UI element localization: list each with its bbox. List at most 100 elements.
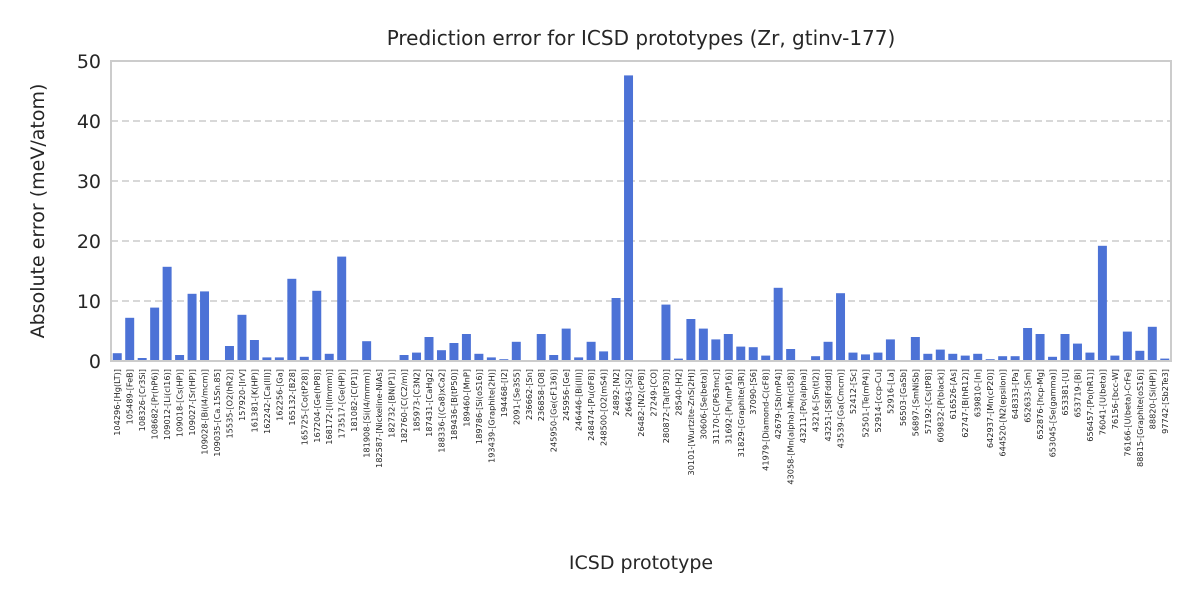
x-tick-label: 642937-[Mn(cP20)] xyxy=(985,369,995,448)
y-tick-label: 10 xyxy=(77,291,101,313)
bar xyxy=(274,357,284,361)
x-tick-label: 656457-[Po(hR1)] xyxy=(1085,369,1095,442)
x-tick-label: 182732-[BN(P1)] xyxy=(387,369,397,438)
bar xyxy=(723,334,733,361)
x-tick-label: 15535-[O2(hR2)] xyxy=(224,369,234,439)
y-axis-label: Absolute error (meV/atom) xyxy=(27,84,49,339)
x-tick-label: 43539-[Ga(Cmcm)] xyxy=(836,369,846,448)
x-tick-label: 105489-[FeB] xyxy=(125,369,135,425)
bar xyxy=(1072,343,1082,361)
x-tick-label: 52914-[ccp-Cu] xyxy=(873,369,883,432)
y-ticks: 0 10 20 30 40 50 xyxy=(77,51,101,373)
y-tick-label: 50 xyxy=(77,51,101,73)
x-tick-label: 52916-[La] xyxy=(885,369,895,414)
bar xyxy=(711,339,721,361)
x-tick-label: 652633-[Sm] xyxy=(1023,369,1033,423)
bar xyxy=(412,352,422,361)
x-tick-label: 161381-[K(HP)] xyxy=(249,369,259,432)
bar xyxy=(1097,245,1107,361)
bar xyxy=(960,355,970,361)
bar xyxy=(1135,350,1145,361)
x-tick-label: 2091-[Se3S5] xyxy=(511,369,521,425)
bar xyxy=(112,353,122,361)
bar xyxy=(1048,356,1058,361)
x-tick-label: 109018-[Cs(HP)] xyxy=(175,369,185,437)
bar xyxy=(224,346,234,361)
bar xyxy=(736,346,746,361)
bar xyxy=(137,358,147,361)
bar xyxy=(150,307,160,361)
x-tick-label: 56503-[GaSb] xyxy=(898,369,908,426)
bar xyxy=(1060,334,1070,361)
bar xyxy=(848,352,858,361)
x-tick-label: 181908-[Si(I4/mmm)] xyxy=(362,369,372,458)
x-tick-label: 42679-[Sb(mP4)] xyxy=(773,369,783,439)
x-tick-label: 168172-[I(Immm)] xyxy=(324,369,334,445)
x-tick-label: 185973-[C3N2] xyxy=(412,369,422,432)
x-tick-label: 30606-[Se(beta)] xyxy=(698,369,708,439)
bar xyxy=(486,357,496,361)
x-tick-label: 653381-[U] xyxy=(1060,369,1070,416)
y-tick-label: 0 xyxy=(89,351,101,373)
x-tick-label: 165132-[B28] xyxy=(287,369,297,426)
bar xyxy=(673,358,683,361)
bar xyxy=(125,317,135,361)
bar xyxy=(586,341,596,361)
x-tick-label: 194468-[I2] xyxy=(499,369,509,417)
bar xyxy=(761,355,771,361)
x-tick-label: 109028-[Bi(I4/mcm)] xyxy=(200,369,210,455)
x-tick-label: 28540-[H2] xyxy=(673,369,683,416)
x-tick-label: 248474-[Pu(oF8)] xyxy=(586,369,596,441)
x-tick-label: 57192-[Cs(tP8)] xyxy=(923,369,933,434)
bar xyxy=(287,278,297,361)
x-tick-label: 31692-[Pu(mP16)] xyxy=(723,369,733,444)
x-tick-label: 43251-[S8(Fddd)] xyxy=(823,369,833,441)
x-tick-label: 88815-[Graphite(oS16)] xyxy=(1135,369,1145,467)
bar xyxy=(299,356,309,361)
x-tick-label: 648333-[Pa] xyxy=(1010,369,1020,419)
x-tick-label: 162256-[Ga] xyxy=(274,369,284,421)
bar xyxy=(1023,328,1033,361)
y-tick-label: 20 xyxy=(77,231,101,253)
bar xyxy=(910,337,920,361)
bar xyxy=(574,357,584,361)
x-tick-label: 26482-[N2(cP8)] xyxy=(636,369,646,437)
x-tick-label: 52501-[Te(mP4)] xyxy=(860,369,870,438)
x-tick-label: 236662-[Sn] xyxy=(524,369,534,420)
bar xyxy=(836,293,846,361)
x-tick-label: 97742-[Sb2Te3] xyxy=(1160,369,1170,434)
x-tick-label: 167204-[Ge(hP8)] xyxy=(312,369,322,443)
bar xyxy=(324,353,334,361)
bar xyxy=(461,334,471,361)
x-tick-label: 108326-[Cr3Si] xyxy=(137,369,147,431)
bar xyxy=(1085,352,1095,361)
bar xyxy=(599,351,609,361)
x-tick-label: 189436-[B(tP50)] xyxy=(449,369,459,440)
bar xyxy=(561,328,571,361)
bar xyxy=(811,356,821,361)
x-tick-label: 31170-[C(P63mc)] xyxy=(711,369,721,444)
chart-title: Prediction error for ICSD prototypes (Zr… xyxy=(387,26,896,50)
x-tick-label: 189786-[Si(oS16)] xyxy=(474,369,484,444)
x-tick-label: 109027-[Sr(HP)] xyxy=(187,369,197,436)
x-tick-label: 245956-[Ge] xyxy=(561,369,571,421)
bar xyxy=(860,354,870,361)
bar xyxy=(1147,326,1157,361)
y-tick-label: 40 xyxy=(77,111,101,133)
bar xyxy=(748,347,758,361)
bar xyxy=(1035,334,1045,361)
x-tick-label: 245950-[Ge(cF136)] xyxy=(549,369,559,452)
x-tick-label: 56897-[SmNiSb] xyxy=(910,369,920,436)
x-axis-label: ICSD prototype xyxy=(569,552,713,574)
bar xyxy=(1010,356,1020,361)
x-tick-label: 37090-[S6] xyxy=(748,369,758,415)
bar xyxy=(661,304,671,361)
bar xyxy=(935,349,945,361)
bar xyxy=(611,298,621,361)
bar xyxy=(312,290,322,361)
bar xyxy=(948,353,958,361)
x-tick-label: 108682-[Pr(hP6)] xyxy=(150,369,160,439)
bar xyxy=(773,287,783,361)
x-tick-label: 30101-[Wurtzite-ZnS(2H)] xyxy=(686,369,696,475)
